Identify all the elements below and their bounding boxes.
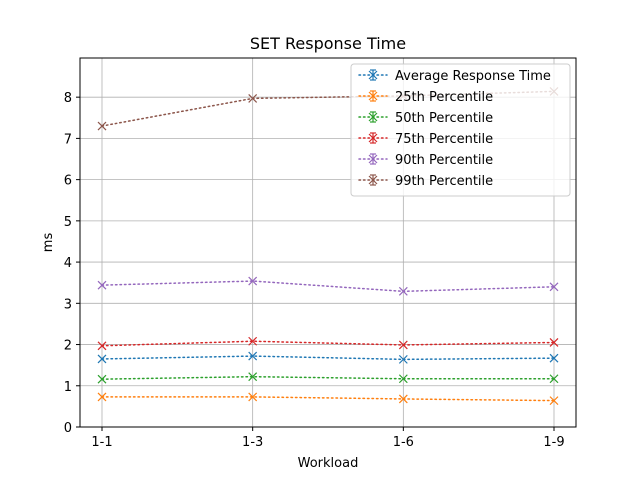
marker-stroke: [248, 276, 258, 286]
marker-stroke: [97, 121, 107, 131]
y-tick-label: 0: [64, 421, 72, 436]
data-point: [248, 372, 258, 382]
marker-stroke: [398, 374, 408, 384]
data-point: [248, 276, 258, 286]
data-point: [549, 338, 559, 347]
marker-stroke: [549, 282, 559, 292]
data-point: [398, 340, 408, 350]
data-point: [398, 354, 408, 364]
data-point: [398, 374, 408, 384]
data-point: [549, 396, 559, 406]
marker-stroke: [398, 340, 408, 350]
series-line: [101, 355, 555, 361]
legend-box: [350, 63, 571, 197]
legend-label: 90th Percentile: [395, 153, 493, 168]
legend-marker: [368, 70, 378, 80]
data-point: [97, 354, 107, 364]
y-tick-label: 8: [64, 91, 72, 106]
marker-stroke: [368, 154, 378, 164]
y-tick-label: 6: [64, 174, 72, 189]
data-point: [549, 353, 559, 363]
marker-stroke: [398, 286, 408, 296]
marker-stroke: [368, 70, 378, 80]
marker-stroke: [549, 338, 559, 347]
legend-marker: [368, 91, 378, 101]
marker-stroke: [248, 392, 258, 402]
marker-stroke: [549, 353, 559, 363]
series-line: [101, 280, 555, 293]
marker-stroke: [97, 374, 107, 384]
marker-stroke: [97, 354, 107, 364]
series-line: [101, 375, 555, 380]
legend-marker: [368, 154, 378, 164]
series-line: [101, 396, 555, 402]
marker-stroke: [248, 372, 258, 382]
marker-stroke: [248, 93, 258, 103]
y-tick-label: 1: [64, 380, 72, 395]
axis-ticks: 0 1 2 3 4 5 6 7 8 1-1 1-3 1-6 1-9: [64, 91, 565, 450]
x-tick-label: 1-3: [242, 435, 263, 450]
legend-label: 25th Percentile: [395, 90, 493, 105]
legend: Average Response Time 25th Percentile 50th…: [350, 63, 571, 197]
data-point: [549, 282, 559, 292]
data-point: [97, 374, 107, 384]
marker-stroke: [549, 374, 559, 384]
x-axis-label: Workload: [298, 456, 359, 471]
marker-stroke: [398, 394, 408, 404]
marker-stroke: [368, 112, 378, 122]
legend-marker: [368, 133, 378, 143]
data-point: [97, 280, 107, 290]
marker-stroke: [398, 354, 408, 364]
data-point: [398, 286, 408, 296]
data-point: [549, 374, 559, 384]
y-tick-label: 4: [64, 256, 72, 271]
marker-stroke: [97, 341, 107, 351]
marker-stroke: [549, 396, 559, 406]
chart-title: SET Response Time: [250, 34, 406, 53]
marker-stroke: [368, 175, 378, 185]
legend-label: Average Response Time: [395, 69, 551, 84]
legend-marker: [368, 175, 378, 185]
y-tick-label: 2: [64, 339, 72, 354]
y-tick-label: 7: [64, 132, 72, 147]
data-point: [97, 392, 107, 402]
data-point: [398, 394, 408, 404]
marker-stroke: [368, 133, 378, 143]
grid-lines: [80, 58, 576, 428]
y-tick-label: 5: [64, 215, 72, 230]
legend-label: 50th Percentile: [395, 111, 493, 126]
x-tick-label: 1-9: [543, 435, 564, 450]
data-point: [97, 341, 107, 351]
legend-label: 99th Percentile: [395, 174, 493, 189]
data-point: [248, 392, 258, 402]
axes-frame: [79, 57, 577, 428]
marker-stroke: [97, 392, 107, 402]
marker-stroke: [248, 351, 258, 361]
legend-label: 75th Percentile: [395, 132, 493, 147]
marker-stroke: [97, 280, 107, 290]
legend-marker: [368, 112, 378, 122]
marker-stroke: [248, 336, 258, 346]
data-point: [248, 351, 258, 361]
marker-stroke: [368, 91, 378, 101]
data-point: [248, 336, 258, 346]
x-tick-label: 1-1: [91, 435, 112, 450]
data-point: [248, 93, 258, 103]
series-line: [101, 340, 555, 347]
data-point: [97, 121, 107, 131]
x-tick-label: 1-6: [393, 435, 414, 450]
y-axis-label: ms: [41, 233, 56, 253]
y-tick-label: 3: [64, 297, 72, 312]
